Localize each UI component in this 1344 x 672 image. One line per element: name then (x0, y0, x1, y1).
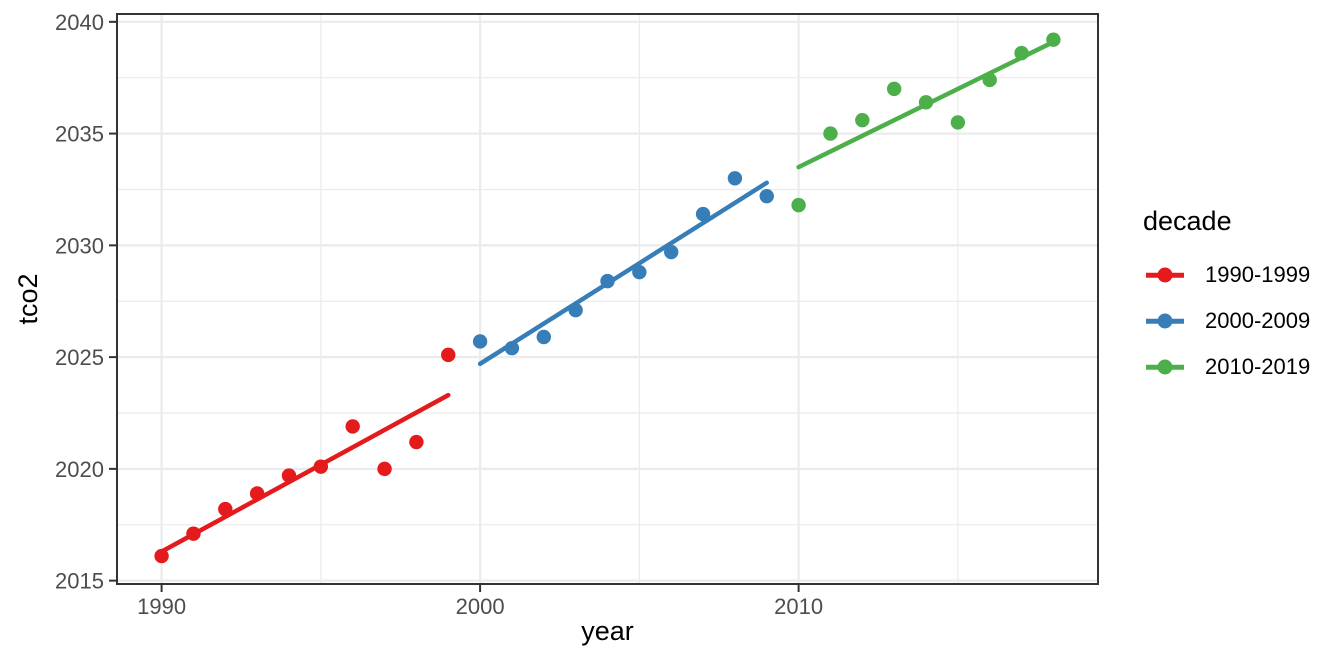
data-point (441, 347, 456, 363)
legend-key-dot (1157, 313, 1173, 329)
legend-key-line-dot-icon (1146, 260, 1184, 290)
data-point (409, 434, 424, 450)
data-point (313, 459, 329, 474)
panel-background (117, 14, 1098, 584)
data-point (218, 501, 233, 517)
legend-item-label: 2000-2009 (1205, 308, 1311, 333)
y-tick-label: 2015 (55, 569, 104, 594)
x-tick-label: 2010 (774, 594, 823, 619)
data-point (1014, 45, 1029, 61)
data-point (886, 81, 902, 97)
trend-line (477, 180, 770, 367)
trend-line (159, 392, 451, 554)
x-tick-label: 2000 (456, 594, 505, 619)
legend-key-line-dot-icon (1146, 306, 1184, 336)
data-point (632, 264, 647, 280)
data-point (536, 329, 551, 345)
x-axis-title: year (581, 616, 634, 646)
data-point (154, 548, 169, 564)
data-point (249, 486, 265, 501)
y-axis-title: tco2 (13, 273, 43, 325)
data-point (727, 171, 743, 186)
x-tick-label: 1990 (137, 594, 186, 619)
y-tick-label: 2020 (55, 457, 104, 482)
legend-item-label: 2010-2019 (1205, 354, 1311, 379)
panel-border (116, 13, 1099, 585)
data-point (791, 197, 806, 213)
legend: decade 1990-1999 2000-2009 2010-2019 (1143, 206, 1310, 398)
legend-item: 2010-2019 (1143, 352, 1310, 382)
y-tick-label: 2025 (55, 345, 104, 370)
data-point (695, 206, 711, 222)
legend-key-dot (1157, 267, 1173, 283)
legend-items: 1990-1999 2000-2009 2010-2019 (1143, 260, 1310, 382)
data-point (823, 126, 838, 141)
data-point (982, 72, 997, 88)
data-point (504, 340, 520, 356)
legend-key-line-dot-icon (1146, 352, 1184, 382)
y-tick-label: 2030 (55, 233, 104, 258)
data-point (759, 188, 774, 204)
data-point (377, 461, 392, 477)
data-point (600, 273, 615, 289)
data-point (1046, 32, 1061, 47)
legend-title: decade (1143, 206, 1232, 236)
legend-item: 2000-2009 (1143, 306, 1310, 336)
legend-item: 1990-1999 (1143, 260, 1310, 290)
data-point (664, 244, 679, 260)
data-point (918, 95, 934, 110)
data-point (186, 526, 201, 541)
legend-key-dot (1157, 359, 1173, 375)
y-tick-label: 2040 (55, 10, 104, 35)
y-tick-label: 2035 (55, 122, 104, 147)
legend-item-label: 1990-1999 (1205, 262, 1311, 287)
data-point (950, 115, 966, 130)
data-point (281, 468, 297, 483)
data-point (472, 334, 488, 349)
data-point (855, 112, 870, 128)
data-point (568, 302, 583, 318)
data-point (345, 419, 360, 434)
